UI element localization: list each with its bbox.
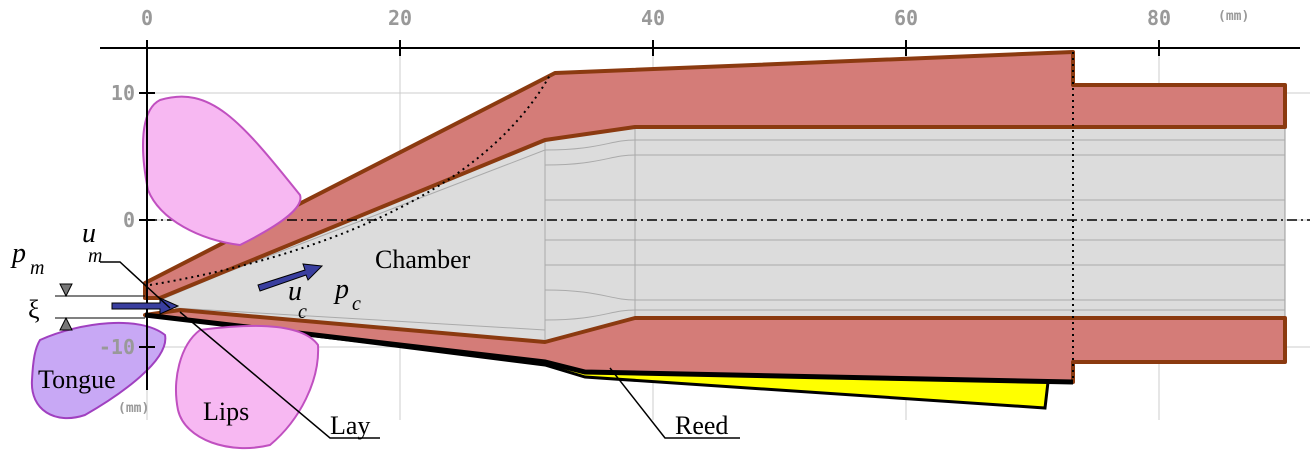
tongue-label: Tongue	[38, 365, 116, 394]
upper-lip	[142, 95, 302, 247]
p-c-subscript: c	[352, 293, 361, 315]
axes	[100, 40, 1300, 390]
xi-marker	[55, 283, 145, 331]
x-unit: (mm)	[1218, 9, 1249, 24]
u-c-subscript: c	[298, 301, 307, 323]
bore-lines	[159, 127, 1285, 342]
y-tick-label: -10	[99, 335, 135, 359]
y-unit: (mm)	[118, 401, 149, 416]
leader-lines	[100, 261, 740, 439]
u-m-subscript: m	[88, 245, 102, 267]
x-tick-label: 40	[641, 6, 665, 30]
flow-arrows	[111, 263, 324, 315]
x-tick-label: 80	[1147, 6, 1171, 30]
tongue	[30, 321, 167, 420]
upper-wall	[143, 50, 1287, 300]
dotted-profile	[149, 74, 551, 286]
reed-label: Reed	[675, 411, 728, 440]
chamber-label: Chamber	[375, 245, 471, 274]
p-c-symbol: p	[333, 274, 349, 305]
u-c-symbol: u	[288, 276, 302, 307]
y-tick-label: 10	[111, 81, 135, 105]
p-m-subscript: m	[30, 257, 44, 279]
x-tick-label: 60	[894, 6, 918, 30]
lips-label: Lips	[203, 397, 249, 426]
u-m-symbol: u	[82, 218, 96, 249]
lower-lip	[175, 324, 320, 450]
xi-label: ξ	[28, 295, 40, 324]
lay-label: Lay	[330, 411, 370, 440]
x-tick-label: 20	[388, 6, 412, 30]
x-tick-label: 0	[141, 6, 153, 30]
lay-line	[144, 312, 1074, 385]
y-tick-label: 0	[123, 208, 135, 232]
p-m-symbol: p	[10, 238, 26, 269]
